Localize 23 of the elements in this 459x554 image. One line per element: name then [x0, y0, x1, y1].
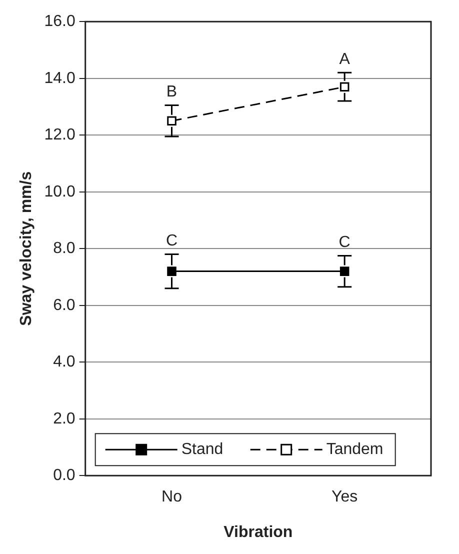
- y-tick-label: 14.0: [44, 70, 76, 87]
- y-tick-label: 6.0: [53, 296, 76, 314]
- y-tick-label: 10.0: [44, 183, 76, 200]
- y-tick-label: 4.0: [53, 354, 76, 371]
- y-tick-label: 16.0: [44, 13, 76, 30]
- point: [340, 82, 350, 92]
- x-tick-label: No: [162, 488, 182, 506]
- legend-label: Stand: [181, 441, 224, 458]
- y-tick-label: 0.0: [53, 467, 76, 484]
- point: [167, 116, 176, 126]
- annotation: C: [166, 232, 178, 250]
- annotation: A: [339, 51, 350, 68]
- x-tick-label: Yes: [332, 488, 358, 506]
- x-axis-title: Vibration: [224, 524, 293, 541]
- point: [167, 266, 176, 276]
- y-tick-label: 2.0: [53, 410, 76, 428]
- y-tick-label: 8.0: [53, 240, 76, 258]
- annotation: C: [338, 234, 350, 252]
- legend-label: Tandem: [326, 441, 384, 458]
- annotation: B: [166, 84, 178, 101]
- y-tick-label: 12.0: [44, 126, 76, 144]
- point: [340, 266, 350, 276]
- y-axis-title: Sway velocity, mm/s: [18, 171, 36, 326]
